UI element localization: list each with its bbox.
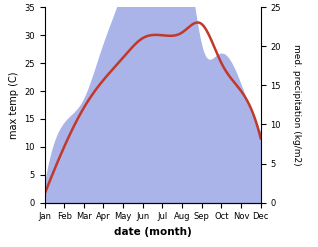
Y-axis label: med. precipitation (kg/m2): med. precipitation (kg/m2) xyxy=(292,44,301,166)
Y-axis label: max temp (C): max temp (C) xyxy=(9,71,19,139)
X-axis label: date (month): date (month) xyxy=(114,227,191,237)
